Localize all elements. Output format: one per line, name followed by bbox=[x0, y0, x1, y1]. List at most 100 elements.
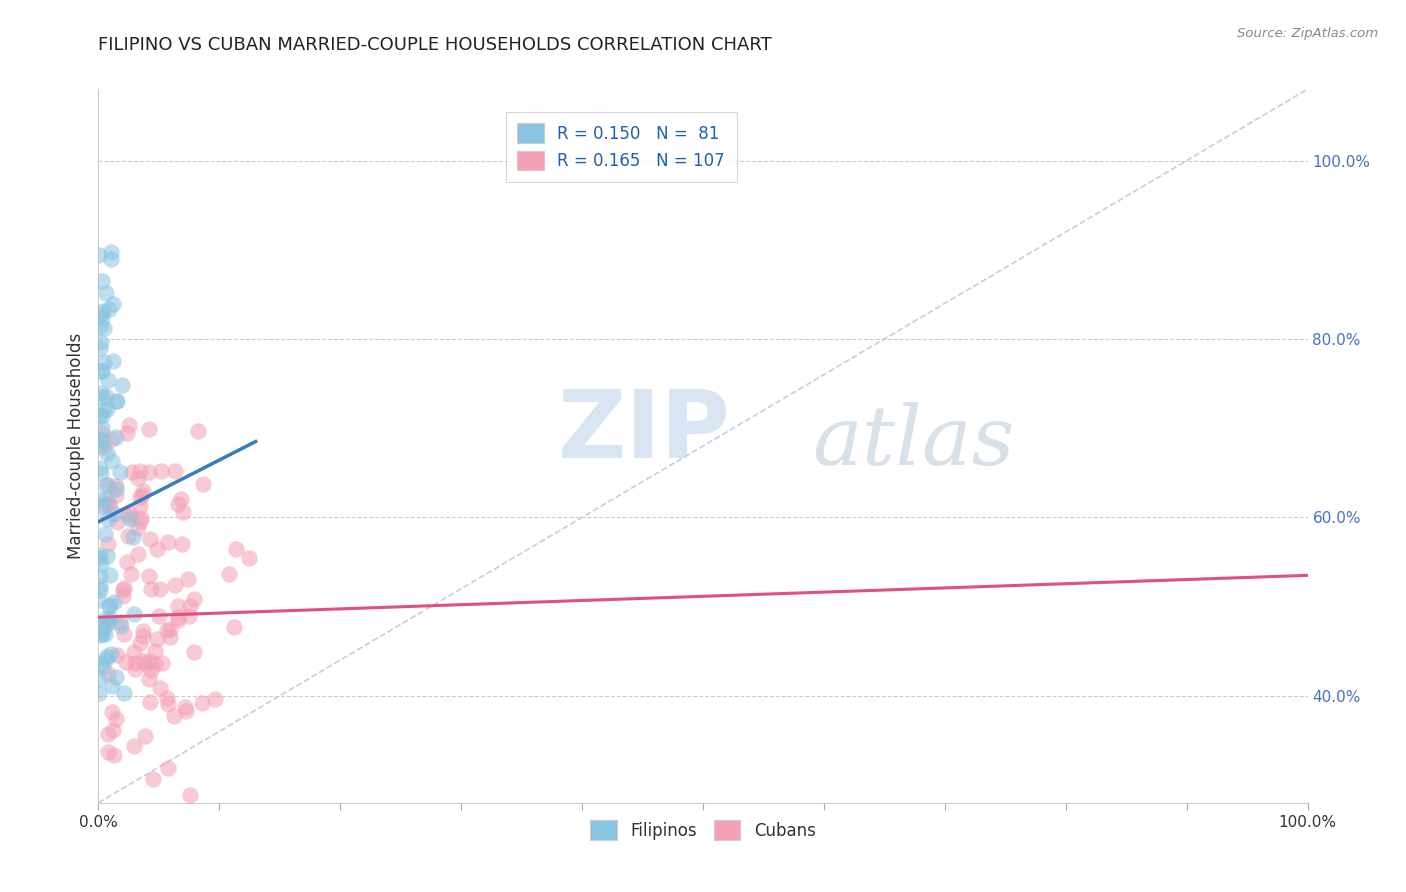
Point bbox=[89, 491, 111, 506]
Point bbox=[89, 657, 111, 672]
Point bbox=[127, 471, 149, 485]
Text: atlas: atlas bbox=[811, 402, 1014, 483]
Point bbox=[170, 537, 193, 551]
Point bbox=[89, 432, 111, 446]
Point bbox=[105, 479, 128, 493]
Point bbox=[155, 623, 177, 637]
Point bbox=[115, 555, 138, 569]
Point bbox=[96, 446, 118, 460]
Point bbox=[138, 422, 160, 436]
Point bbox=[90, 558, 112, 572]
Point bbox=[132, 483, 155, 498]
Text: ZIP: ZIP bbox=[558, 385, 731, 478]
Point bbox=[132, 624, 155, 639]
Point bbox=[90, 390, 112, 404]
Point bbox=[91, 274, 114, 288]
Point bbox=[105, 482, 128, 496]
Point bbox=[90, 425, 112, 440]
Point bbox=[101, 705, 124, 719]
Point bbox=[156, 691, 179, 706]
Point bbox=[89, 569, 111, 583]
Point bbox=[93, 434, 115, 448]
Point bbox=[87, 247, 110, 261]
Point bbox=[183, 645, 205, 659]
Point bbox=[177, 573, 200, 587]
Point bbox=[135, 657, 157, 672]
Point bbox=[138, 569, 160, 583]
Point bbox=[105, 393, 128, 408]
Point bbox=[89, 439, 111, 453]
Point bbox=[163, 709, 186, 723]
Point bbox=[89, 686, 111, 700]
Point bbox=[169, 491, 191, 506]
Point bbox=[96, 286, 118, 301]
Point bbox=[149, 681, 172, 695]
Point bbox=[191, 696, 214, 710]
Point bbox=[148, 608, 170, 623]
Point bbox=[89, 341, 111, 355]
Point bbox=[100, 252, 122, 266]
Point bbox=[132, 654, 155, 668]
Point bbox=[179, 599, 201, 613]
Point bbox=[89, 583, 111, 598]
Point bbox=[90, 334, 112, 349]
Point bbox=[97, 537, 120, 551]
Point bbox=[204, 691, 226, 706]
Point bbox=[94, 611, 117, 625]
Point bbox=[187, 424, 209, 438]
Point bbox=[145, 657, 167, 671]
Point bbox=[122, 645, 145, 659]
Point bbox=[157, 697, 180, 711]
Point bbox=[183, 591, 205, 606]
Point bbox=[129, 490, 152, 504]
Point bbox=[167, 613, 190, 627]
Point bbox=[117, 528, 139, 542]
Point bbox=[111, 583, 134, 598]
Point bbox=[120, 567, 142, 582]
Point bbox=[120, 512, 142, 526]
Point bbox=[91, 660, 114, 674]
Point bbox=[142, 772, 165, 786]
Point bbox=[105, 488, 128, 502]
Point bbox=[101, 297, 124, 311]
Point bbox=[103, 748, 125, 763]
Point bbox=[118, 418, 141, 433]
Point bbox=[100, 453, 122, 467]
Point bbox=[167, 497, 190, 511]
Point bbox=[118, 507, 141, 521]
Point bbox=[129, 636, 152, 650]
Point bbox=[100, 433, 122, 447]
Point bbox=[90, 307, 112, 321]
Point bbox=[96, 745, 118, 759]
Point bbox=[108, 465, 131, 479]
Point bbox=[121, 465, 143, 479]
Point bbox=[97, 373, 120, 387]
Point bbox=[139, 695, 162, 709]
Point bbox=[93, 355, 115, 369]
Point bbox=[134, 729, 156, 743]
Point bbox=[105, 516, 128, 530]
Point bbox=[87, 592, 110, 607]
Point bbox=[94, 527, 117, 541]
Text: Source: ZipAtlas.com: Source: ZipAtlas.com bbox=[1237, 27, 1378, 40]
Point bbox=[111, 589, 134, 603]
Point bbox=[129, 499, 152, 513]
Point bbox=[100, 647, 122, 661]
Point bbox=[179, 788, 201, 802]
Point bbox=[110, 377, 132, 392]
Point bbox=[91, 311, 114, 326]
Point bbox=[97, 478, 120, 492]
Point bbox=[138, 672, 160, 686]
Point bbox=[105, 670, 128, 684]
Point bbox=[172, 505, 194, 519]
Point bbox=[103, 508, 125, 522]
Point bbox=[90, 500, 112, 514]
Point bbox=[128, 515, 150, 529]
Point bbox=[94, 389, 117, 403]
Point bbox=[114, 685, 136, 699]
Point bbox=[104, 430, 127, 444]
Point bbox=[225, 541, 247, 556]
Point bbox=[93, 621, 115, 635]
Text: FILIPINO VS CUBAN MARRIED-COUPLE HOUSEHOLDS CORRELATION CHART: FILIPINO VS CUBAN MARRIED-COUPLE HOUSEHO… bbox=[98, 36, 772, 54]
Point bbox=[159, 623, 181, 637]
